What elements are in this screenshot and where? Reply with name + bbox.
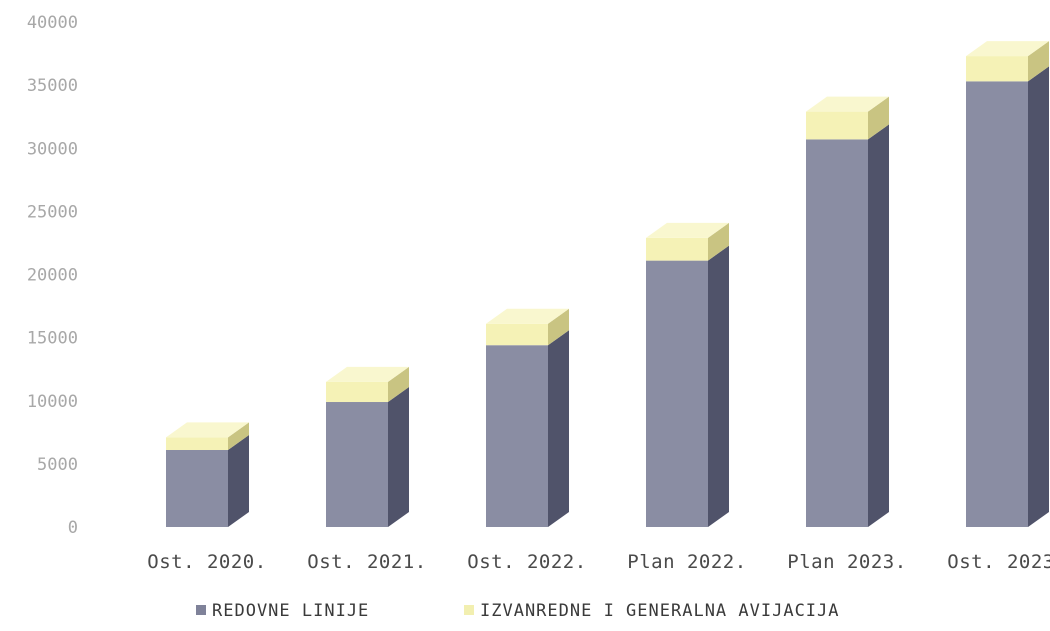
bar-izvanredne bbox=[646, 237, 708, 261]
x-tick-label: Ost. 2021. bbox=[307, 551, 426, 573]
bar-redovne bbox=[166, 449, 228, 527]
y-tick-label: 0 bbox=[68, 518, 78, 538]
x-tick-label: Ost. 2023. bbox=[947, 551, 1050, 573]
legend: REDOVNE LINIJE IZVANREDNE I GENERALNA AV… bbox=[196, 601, 840, 621]
bar-redovne bbox=[646, 260, 708, 527]
y-axis-ticks: 0 5000 10000 15000 20000 25000 30000 35000 40000 bbox=[27, 13, 78, 538]
bar-side-redovne bbox=[708, 245, 729, 528]
bar-side-redovne bbox=[868, 124, 889, 527]
bar-redovne bbox=[966, 81, 1028, 528]
x-tick-label: Ost. 2020. bbox=[147, 551, 266, 573]
x-tick-label: Ost. 2022. bbox=[467, 551, 586, 573]
x-tick-label: Plan 2022. bbox=[627, 551, 746, 573]
bar-izvanredne bbox=[166, 437, 228, 450]
x-axis-ticks: Ost. 2020. Ost. 2021. Ost. 2022. Plan 2022.… bbox=[147, 551, 1050, 573]
legend-label-redovne-linije: REDOVNE LINIJE bbox=[212, 601, 369, 621]
bar-side-redovne bbox=[548, 330, 569, 527]
bar-top-izvanredne bbox=[326, 366, 409, 382]
bar-side-redovne bbox=[1028, 66, 1049, 528]
bar-izvanredne bbox=[966, 56, 1028, 82]
bars bbox=[166, 41, 1049, 528]
bar-side-izvanredne bbox=[548, 308, 569, 346]
bar-side-redovne bbox=[228, 434, 249, 527]
legend-swatch-redovne-linije bbox=[196, 605, 206, 615]
y-tick-label: 5000 bbox=[37, 455, 78, 475]
bar-redovne bbox=[326, 402, 388, 527]
x-tick-label: Plan 2023. bbox=[787, 551, 906, 573]
bar-side-izvanredne bbox=[1028, 41, 1049, 82]
bar-side-izvanredne bbox=[868, 96, 889, 140]
bar-izvanredne bbox=[486, 323, 548, 346]
y-tick-label: 40000 bbox=[27, 13, 78, 33]
y-tick-label: 30000 bbox=[27, 139, 78, 159]
bar-side-izvanredne bbox=[388, 366, 409, 403]
bar-side-izvanredne bbox=[708, 222, 729, 261]
y-tick-label: 20000 bbox=[27, 266, 78, 286]
y-tick-label: 15000 bbox=[27, 329, 78, 349]
bar-redovne bbox=[486, 345, 548, 527]
legend-label-izvanredne: IZVANREDNE I GENERALNA AVIJACIJA bbox=[480, 601, 840, 621]
bar-top-izvanredne bbox=[166, 422, 249, 438]
bar-side-izvanredne bbox=[228, 422, 249, 450]
bar-top-izvanredne bbox=[966, 41, 1049, 57]
y-tick-label: 35000 bbox=[27, 76, 78, 96]
bar-izvanredne bbox=[806, 111, 868, 140]
y-tick-label: 10000 bbox=[27, 392, 78, 412]
bar-redovne bbox=[806, 139, 868, 527]
bar-izvanredne bbox=[326, 381, 388, 403]
bar-top-izvanredne bbox=[806, 96, 889, 112]
bar-top-izvanredne bbox=[646, 222, 729, 238]
legend-swatch-izvanredne bbox=[464, 605, 474, 615]
bar-top-izvanredne bbox=[486, 308, 569, 324]
y-tick-label: 25000 bbox=[27, 202, 78, 222]
bar-side-redovne bbox=[388, 387, 409, 527]
